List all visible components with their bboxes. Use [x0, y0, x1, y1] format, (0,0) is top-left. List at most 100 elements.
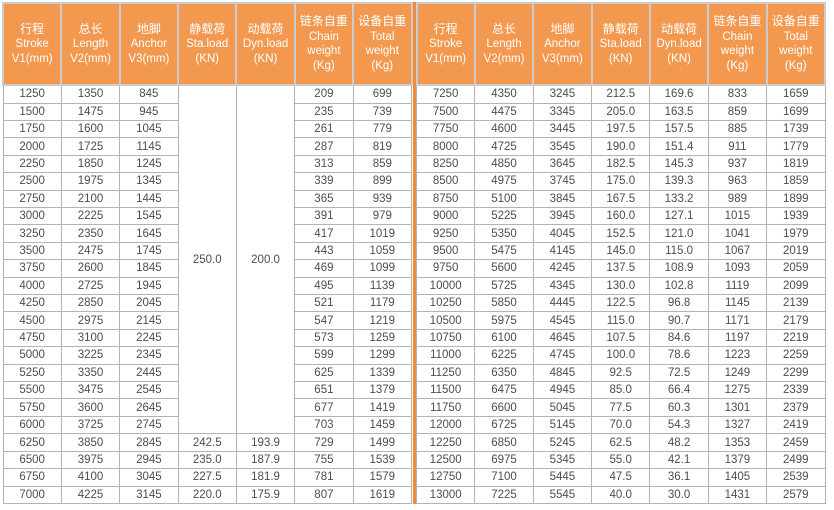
data-cell-dyn-load: 133.2 [649, 189, 709, 209]
header-line: Anchor [544, 37, 581, 50]
data-cell-total-weight: 2139 [766, 294, 826, 313]
data-cell-dyn-load: 121.0 [649, 224, 709, 243]
data-cell-length: 6600 [474, 398, 534, 417]
data-cell-stroke: 11250 [415, 363, 476, 383]
spec-table-left: 行程 Stroke V1(mm) 总长 Length V2(mm) 地脚 Anchor V3(m… [1, 2, 413, 505]
data-cell-stroke: 8250 [415, 154, 476, 174]
data-cell-total-weight: 979 [352, 207, 413, 226]
data-cell-length: 3850 [60, 433, 121, 452]
table-row: 10000 5725 4345 130.0 102.8 1119 2099 [415, 276, 826, 296]
data-cell-stroke: 12250 [415, 433, 476, 452]
data-cell-stroke: 9750 [415, 259, 476, 278]
table-row: 6500 3975 2945 235.0 187.9 755 1539 [2, 450, 413, 470]
data-cell-stroke: 1750 [2, 119, 62, 139]
table-row: 4750 3100 2245 573 1259 [2, 328, 413, 348]
table-row: 7750 4600 3445 197.5 157.5 885 1739 [415, 119, 826, 139]
data-cell-anchor: 2945 [119, 450, 179, 470]
data-cell-sta-load: 55.0 [591, 450, 651, 470]
data-cell-stroke: 4500 [2, 311, 62, 330]
table-row: 11750 6600 5045 77.5 60.3 1301 2379 [415, 398, 826, 417]
table-row: 12500 6975 5345 55.0 42.1 1379 2499 [415, 450, 826, 470]
data-cell-dyn-load: 181.9 [235, 468, 296, 487]
data-cell-anchor: 5445 [532, 468, 593, 487]
data-cell-dyn-load: 48.2 [649, 433, 709, 452]
data-cell-dyn-load: 90.7 [649, 311, 709, 330]
data-cell-anchor: 1945 [119, 276, 179, 296]
data-cell-total-weight: 2499 [766, 450, 826, 470]
data-cell-anchor: 3345 [532, 102, 593, 121]
data-cell-length: 2100 [60, 189, 121, 209]
data-cell-anchor: 845 [119, 84, 179, 104]
data-cell-total-weight: 2459 [766, 433, 826, 452]
data-cell-stroke: 9500 [415, 241, 476, 261]
data-cell-anchor: 2145 [119, 311, 179, 330]
data-cell-sta-load: 85.0 [591, 381, 651, 400]
data-cell-total-weight: 739 [352, 102, 413, 121]
header-line: 地脚 [136, 21, 161, 36]
data-cell-length: 2725 [60, 276, 121, 296]
data-cell-total-weight: 2259 [766, 346, 826, 365]
data-cell-anchor: 5545 [532, 485, 593, 505]
data-cell-length: 3975 [60, 450, 121, 470]
data-cell-sta-load: 145.0 [591, 241, 651, 261]
data-cell-total-weight: 1939 [766, 207, 826, 226]
data-cell-total-weight: 2379 [766, 398, 826, 417]
data-cell-chain-weight: 287 [294, 137, 354, 156]
data-cell-sta-load: 40.0 [591, 485, 651, 505]
data-cell-dyn-load: 139.3 [649, 172, 709, 191]
data-cell-anchor: 4245 [532, 259, 593, 278]
header-line: 动载荷 [661, 21, 698, 36]
data-cell-stroke: 3750 [2, 259, 62, 278]
data-cell-anchor: 2845 [119, 433, 179, 452]
table-row: 2000 1725 1145 287 819 [2, 137, 413, 156]
data-cell-anchor: 5245 [532, 433, 593, 452]
data-cell-chain-weight: 209 [294, 84, 354, 104]
data-cell-stroke: 6500 [2, 450, 62, 470]
table-row: 7000 4225 3145 220.0 175.9 807 1619 [2, 485, 413, 505]
data-cell-length: 2600 [60, 259, 121, 278]
data-cell-length: 3350 [60, 363, 121, 383]
data-cell-anchor: 3645 [532, 154, 593, 174]
data-cell-stroke: 7750 [415, 119, 476, 139]
data-cell-length: 6850 [474, 433, 534, 452]
data-cell-total-weight: 1379 [352, 381, 413, 400]
table-row: 2750 2100 1445 365 939 [2, 189, 413, 209]
data-cell-dyn-load: 163.5 [649, 102, 709, 121]
data-cell-chain-weight: 1275 [707, 381, 768, 400]
data-cell-stroke: 2000 [2, 137, 62, 156]
data-cell-length: 4350 [474, 84, 534, 104]
header-line: Anchor [130, 37, 168, 50]
data-cell-dyn-load: 72.5 [649, 363, 709, 383]
data-cell-anchor: 3145 [119, 485, 179, 505]
header-line: 静载荷 [602, 21, 639, 36]
table-row: 8000 4725 3545 190.0 151.4 911 1779 [415, 137, 826, 156]
table-row: 9000 5225 3945 160.0 127.1 1015 1939 [415, 207, 826, 226]
data-cell-total-weight: 1499 [352, 433, 413, 452]
data-cell-length: 1850 [60, 154, 121, 174]
table-row: 2250 1850 1245 313 859 [2, 154, 413, 174]
data-cell-total-weight: 1579 [352, 468, 413, 487]
data-cell-chain-weight: 1119 [707, 276, 768, 296]
data-cell-chain-weight: 365 [294, 189, 354, 209]
data-cell-length: 3725 [60, 415, 121, 435]
data-cell-chain-weight: 755 [294, 450, 354, 470]
header-line: Sta.load [186, 37, 229, 50]
data-cell-length: 6350 [474, 363, 534, 383]
table-row: 6750 4100 3045 227.5 181.9 781 1579 [2, 468, 413, 487]
data-cell-chain-weight: 391 [294, 207, 354, 226]
data-cell-chain-weight: 235 [294, 102, 354, 121]
data-cell-chain-weight: 937 [707, 154, 768, 174]
data-cell-stroke: 10250 [415, 294, 476, 313]
table-row: 11500 6475 4945 85.0 66.4 1275 2339 [415, 381, 826, 400]
header-line: Chain [722, 30, 753, 43]
data-cell-total-weight: 1659 [766, 84, 826, 104]
table-row: 11000 6225 4745 100.0 78.6 1223 2259 [415, 346, 826, 365]
data-cell-total-weight: 1299 [352, 346, 413, 365]
header-cell-stroke: 行程 Stroke V1(mm) [415, 2, 476, 86]
data-cell-stroke: 8750 [415, 189, 476, 209]
header-line: 设备自重 [358, 14, 407, 29]
data-cell-anchor: 3545 [532, 137, 593, 156]
header-cell-length: 总长 Length V2(mm) [473, 2, 535, 86]
data-cell-anchor: 2745 [119, 415, 179, 435]
data-cell-length: 4725 [474, 137, 534, 156]
